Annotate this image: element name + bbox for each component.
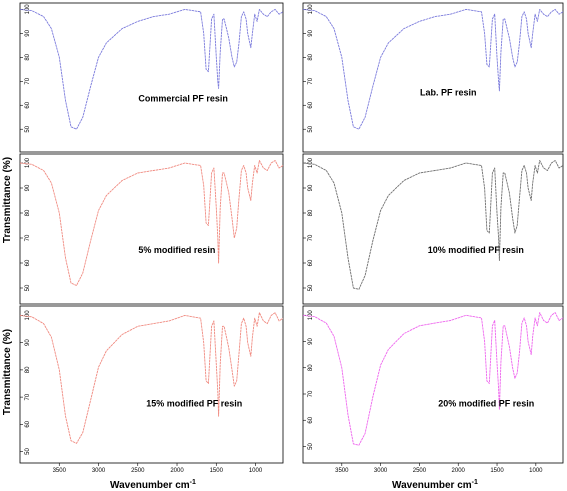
y-tick-label: 50 [308, 443, 314, 450]
y-tick-label: 70 [308, 390, 314, 397]
y-tick-label: 50 [25, 125, 31, 132]
y-tick-label: 90 [308, 338, 314, 345]
panel-1: 50 60 70 80 90 100 Commercial PF resin [19, 2, 284, 153]
y-tick-label: 90 [25, 29, 31, 36]
y-tick-label: 70 [308, 234, 314, 241]
y-axis-label-bottom: Transmittance (%) [2, 329, 13, 415]
x-axis-label-left: Wavenumber cm-1 [110, 479, 196, 491]
x-tick-label: 2000 [170, 468, 184, 474]
x-tick-label: 3500 [335, 468, 349, 474]
x-tick-label: 3000 [374, 468, 388, 474]
y-tick-label: 80 [25, 366, 31, 373]
y-tick-label: 100 [25, 157, 31, 168]
panel-3: 50 60 70 80 90 100 5% modified resin [19, 153, 284, 305]
y-tick-label: 60 [25, 420, 31, 427]
panel-label: 15% modified PF resin [146, 398, 242, 408]
panel-5: 50 60 70 80 90 100 3500 3000 2500 2000 1500 1000 15%… [19, 305, 284, 474]
panel-2: 50 60 70 80 90 100 Lab. PF resin [302, 2, 564, 153]
y-tick-label: 90 [25, 184, 31, 191]
panel-label: 20% modified PF resin [438, 398, 534, 408]
y-axis-label-top: Transmittance (%) [2, 157, 13, 243]
y-tick-label: 60 [308, 416, 314, 423]
panel-label: 5% modified resin [138, 245, 215, 255]
y-tick-label: 100 [308, 4, 314, 15]
y-tick-label: 50 [308, 125, 314, 132]
x-tick-label: 3500 [53, 468, 67, 474]
y-tick-label: 50 [25, 284, 31, 291]
plot-frame [19, 305, 284, 464]
x-axis-label-right-sup: -1 [472, 479, 478, 486]
x-tick-label: 1000 [529, 468, 543, 474]
y-tick-label: 80 [308, 364, 314, 371]
x-tick-label: 1500 [210, 468, 224, 474]
spectrum-line [302, 160, 564, 290]
y-tick-label: 50 [25, 448, 31, 455]
plot-frame [302, 2, 564, 153]
x-axis-label-left-text: Wavenumber cm [110, 480, 190, 491]
y-tick-label: 60 [25, 259, 31, 266]
spectrum-line [19, 8, 284, 130]
y-tick-label: 80 [308, 53, 314, 60]
y-tick-label: 70 [25, 234, 31, 241]
plot-frame [19, 153, 284, 305]
panel-label: Commercial PF resin [138, 93, 228, 103]
y-tick-label: 60 [25, 101, 31, 108]
y-tick-label: 70 [308, 77, 314, 84]
y-tick-label: 90 [25, 339, 31, 346]
plot-frame [302, 153, 564, 305]
y-tick-label: 80 [25, 53, 31, 60]
y-tick-label: 100 [25, 310, 31, 321]
panel-label: 10% modified PF resin [428, 245, 524, 255]
y-tick-label: 50 [308, 284, 314, 291]
panel-4: 50 60 70 80 90 100 10% modified PF resin [302, 153, 564, 305]
y-tick-label: 60 [308, 259, 314, 266]
plot-frame [302, 305, 564, 464]
y-tick-label: 100 [25, 4, 31, 15]
x-axis-label-left-sup: -1 [190, 479, 196, 486]
spectrum-line [302, 312, 564, 446]
x-tick-label: 2000 [452, 468, 466, 474]
y-tick-label: 100 [308, 157, 314, 168]
x-tick-label: 1000 [249, 468, 263, 474]
x-tick-label: 2500 [131, 468, 145, 474]
x-axis-label-right: Wavenumber cm-1 [392, 479, 478, 491]
spectrum-line [302, 8, 564, 130]
y-tick-label: 70 [25, 77, 31, 84]
x-axis-label-right-text: Wavenumber cm [392, 480, 472, 491]
y-tick-label: 80 [25, 209, 31, 216]
plot-frame [19, 2, 284, 153]
panel-label: Lab. PF resin [420, 87, 477, 97]
y-tick-label: 70 [25, 393, 31, 400]
x-tick-label: 3000 [92, 468, 106, 474]
x-tick-label: 2500 [413, 468, 427, 474]
spectrum-line [19, 312, 284, 444]
y-tick-label: 90 [308, 29, 314, 36]
y-tick-label: 100 [308, 310, 314, 321]
panel-6: 50 60 70 80 90 100 3500 3000 2500 2000 1500 1000 20%… [302, 305, 564, 474]
spectrum-line [19, 160, 284, 286]
y-tick-label: 80 [308, 209, 314, 216]
y-tick-label: 90 [308, 184, 314, 191]
y-tick-label: 60 [308, 101, 314, 108]
x-tick-label: 1500 [490, 468, 504, 474]
